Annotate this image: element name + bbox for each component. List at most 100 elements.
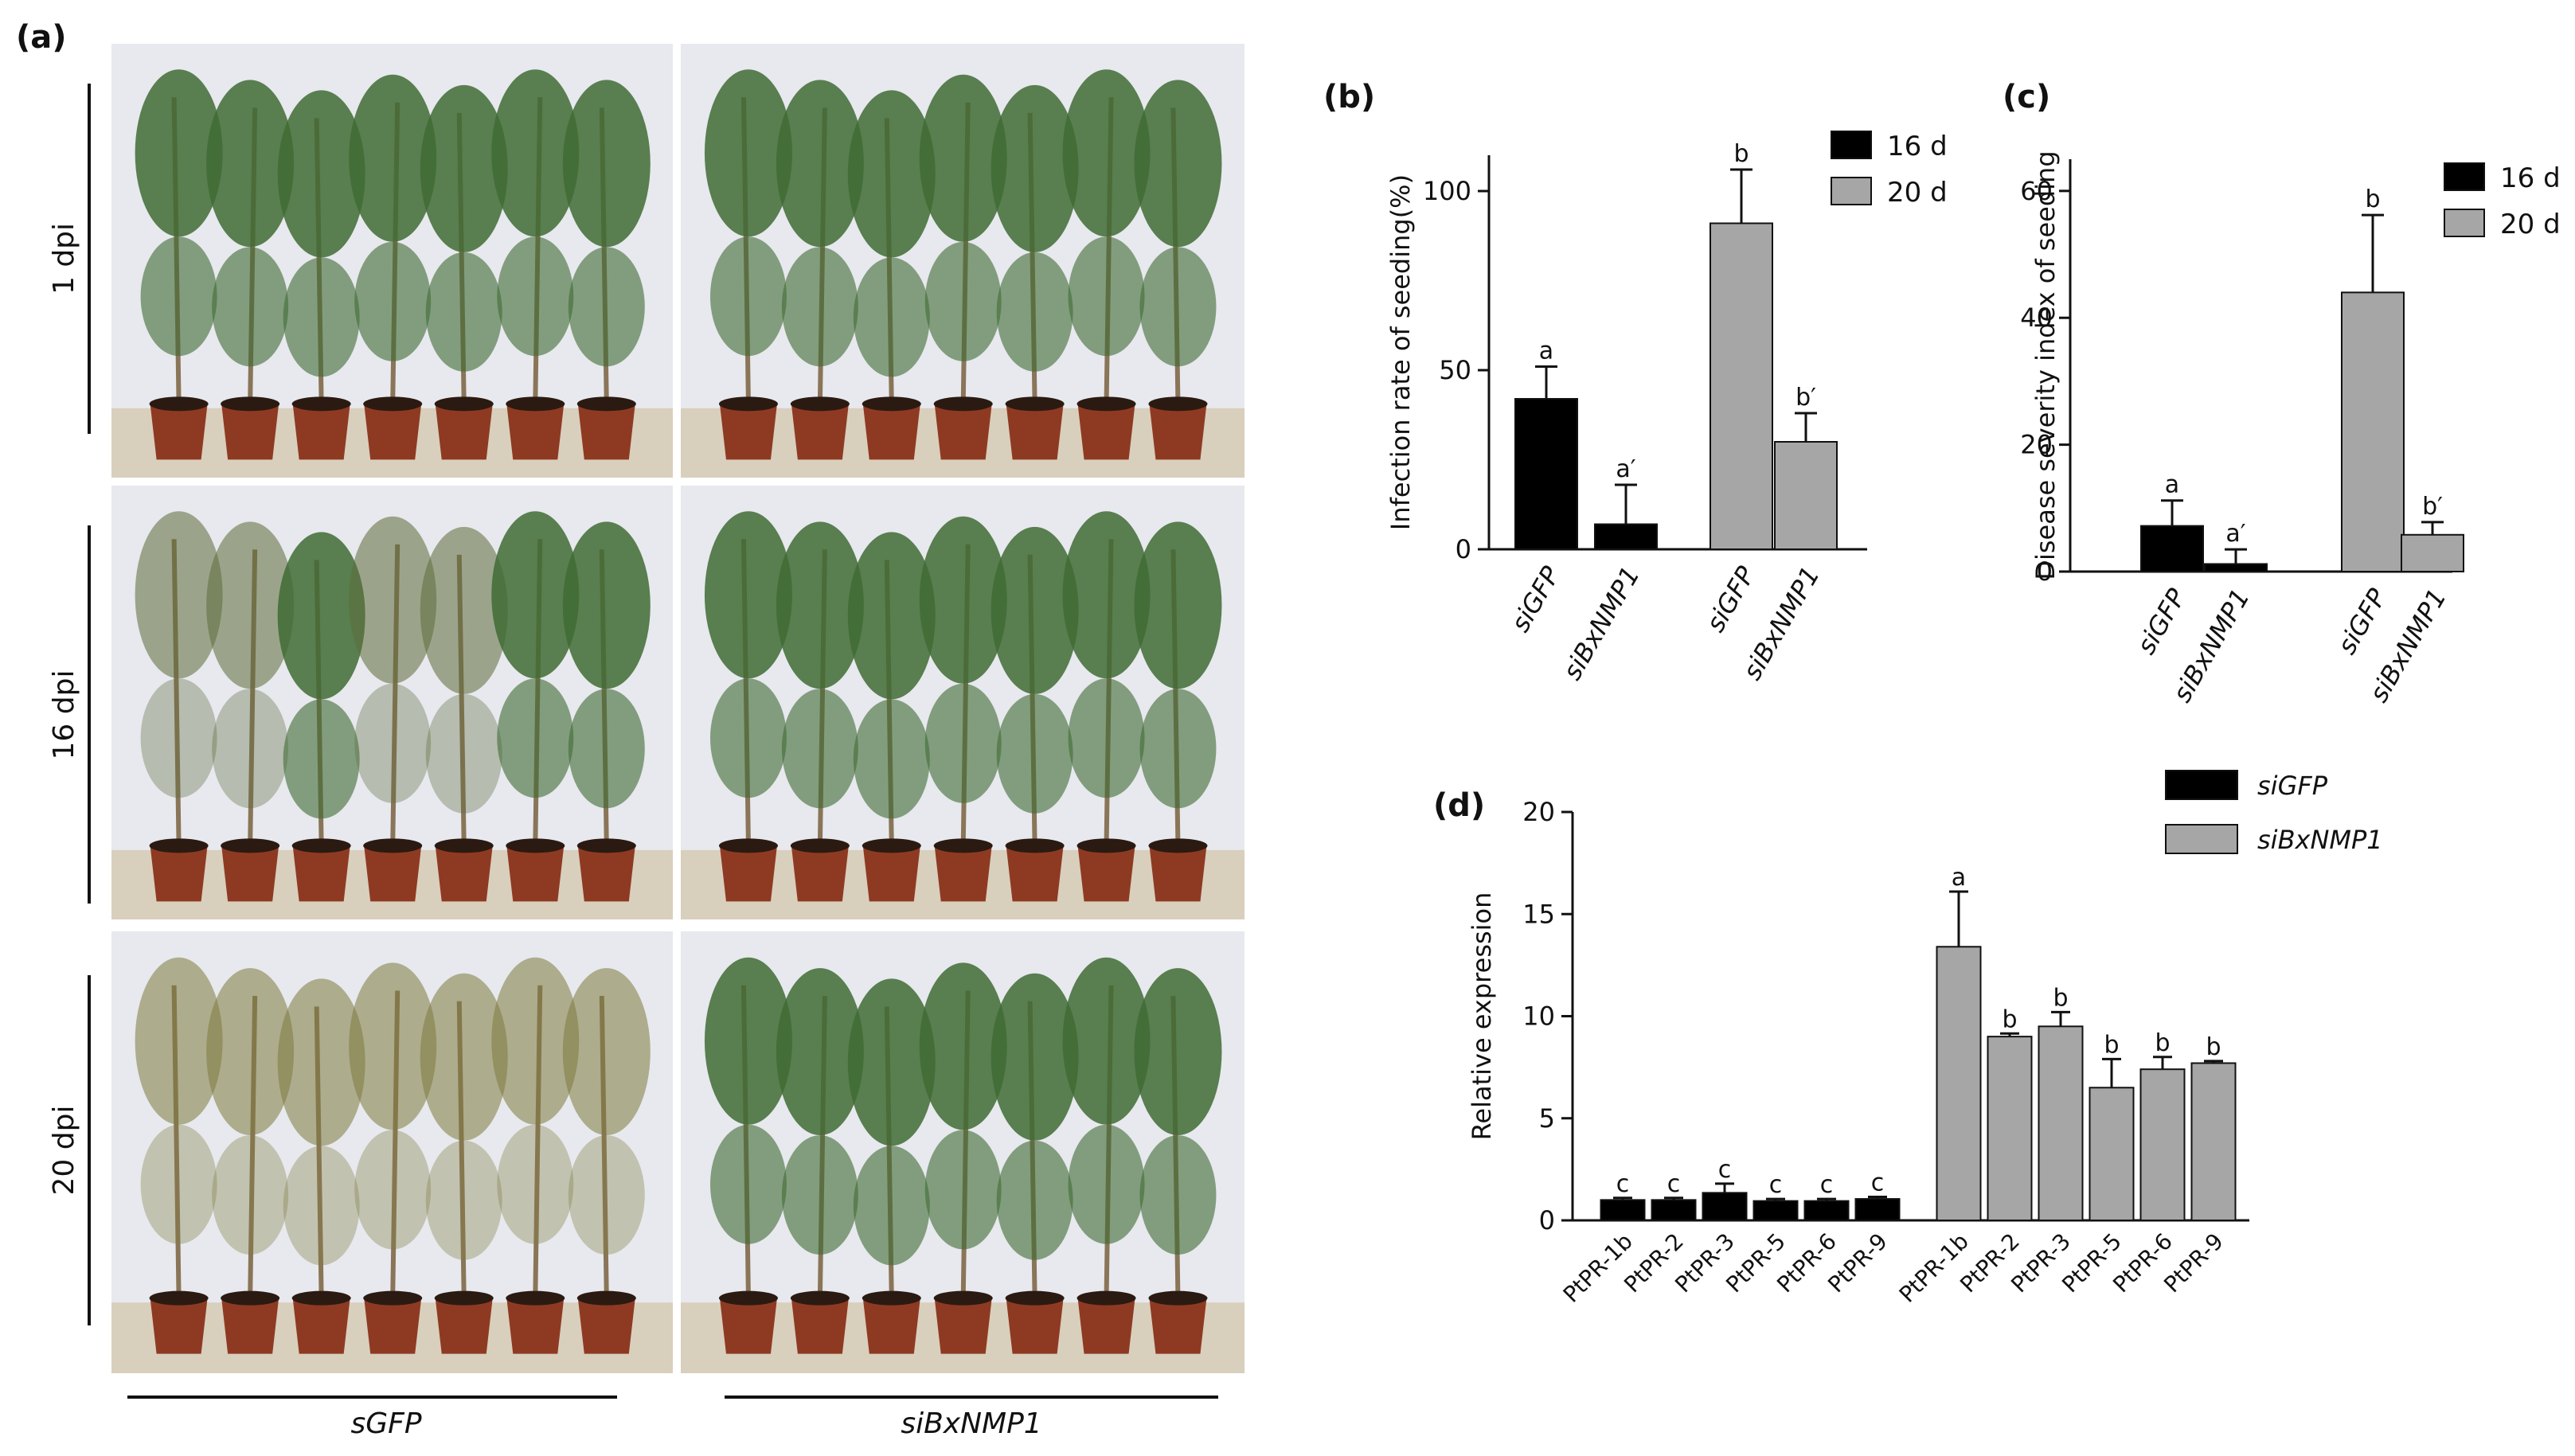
seedling-crown (704, 957, 792, 1125)
pot-rim (862, 1290, 921, 1306)
y-tick-label: 60 (2020, 176, 2053, 206)
seedling-needles (996, 1140, 1073, 1260)
pot-rim (1148, 396, 1208, 412)
seedling-needles (140, 678, 217, 798)
seedling-crown (206, 968, 295, 1136)
plant-pot (862, 1298, 920, 1354)
x-tick-label: siGFP (1700, 560, 1761, 637)
seedling-crown (704, 69, 792, 237)
pot-rim (363, 396, 423, 412)
significance-label: b′ (1795, 384, 1816, 412)
bar (2190, 1062, 2237, 1221)
pot-rim (221, 396, 280, 412)
row-label-16dpi: 16 dpi (48, 670, 80, 760)
pot-rim (221, 1290, 280, 1306)
pot-rim (434, 1290, 494, 1306)
seedling-needles (212, 689, 289, 809)
plant-pot (435, 1298, 493, 1354)
plant-pot (150, 1298, 208, 1354)
seedling-crown (1062, 69, 1151, 237)
pot-rim (1005, 1290, 1065, 1306)
seedling-crown (277, 532, 365, 700)
seedling-crown (1134, 80, 1222, 248)
legend-swatch (2165, 770, 2238, 800)
significance-label: c (1871, 1169, 1885, 1197)
pot-rim (790, 838, 850, 853)
seedling-needles (781, 1135, 858, 1255)
significance-label: c (1769, 1171, 1783, 1199)
seedling-needles (354, 241, 432, 361)
pot-rim (291, 396, 351, 412)
seedling-crown (919, 962, 1007, 1130)
seedling-crown (562, 80, 651, 248)
row-label-1dpi: 1 dpi (48, 223, 80, 295)
seedling-crown (919, 74, 1007, 242)
seedling-needles (354, 1130, 432, 1250)
seedling-crown (847, 978, 936, 1146)
row-label-20dpi: 20 dpi (48, 1106, 80, 1196)
plant-pot (1077, 1298, 1135, 1354)
pot-rim (1076, 838, 1136, 853)
pot-rim (149, 838, 209, 853)
pot-rim (790, 1290, 850, 1306)
pot-rim (933, 838, 993, 853)
seedling-crown (420, 84, 508, 252)
seedling-needles (924, 683, 1002, 803)
seedling-crown (776, 521, 864, 689)
seedling-crown (206, 521, 295, 689)
plant-pot (1149, 845, 1207, 902)
pot-rim (718, 1290, 778, 1306)
pot-rim (291, 1290, 351, 1306)
x-tick-label: siGFP (2131, 583, 2192, 659)
seedling-crown (420, 526, 508, 694)
seedling-crown (1062, 511, 1151, 679)
panel-label-a: (a) (16, 19, 67, 56)
seedling-needles (283, 699, 360, 819)
significance-label: b (2365, 185, 2380, 213)
plant-pot (1006, 404, 1064, 460)
panel-label-b: (b) (1323, 79, 1375, 115)
seedling-crown (206, 80, 295, 248)
plant-pot (292, 845, 350, 902)
pot-rim (933, 1290, 993, 1306)
y-tick-label: 50 (1439, 355, 1471, 385)
plant-pot (364, 1298, 422, 1354)
plant-pot (791, 845, 849, 902)
plant-pot (719, 404, 777, 460)
plant-pot (364, 404, 422, 460)
seedling-crown (847, 532, 936, 700)
seedling-crown (776, 968, 864, 1136)
seedling-needles (924, 241, 1002, 361)
seedling-needles (781, 247, 858, 367)
plant-pot (577, 404, 635, 460)
seedling-crown (1134, 968, 1222, 1136)
seedling-crown (135, 511, 223, 679)
seedling-crown (349, 962, 437, 1130)
pot-rim (1148, 1290, 1208, 1306)
legend-swatch (1831, 177, 1872, 205)
seedling-crown (1062, 957, 1151, 1125)
bar (1854, 1198, 1901, 1222)
plant-pot (435, 404, 493, 460)
y-tick-label: 0 (2037, 556, 2053, 587)
seedling-crown (349, 74, 437, 242)
plant-pot (221, 404, 279, 460)
y-tick-label: 20 (2020, 430, 2053, 460)
plant-pot (292, 404, 350, 460)
significance-label: b (2155, 1029, 2170, 1057)
pot-rim (862, 396, 921, 412)
seedling-crown (135, 69, 223, 237)
seedling-crown (562, 968, 651, 1136)
significance-label: b (2053, 984, 2068, 1012)
significance-label: c (1820, 1171, 1834, 1199)
legend-swatch (2444, 209, 2485, 237)
y-tick-label: 0 (1539, 1205, 1555, 1235)
y-tick-label: 100 (1423, 176, 1471, 206)
legend-swatch (2165, 824, 2238, 854)
seedling-needles (1139, 689, 1217, 809)
plant-pot (862, 845, 920, 902)
bar (2401, 533, 2464, 572)
seedling-needles (709, 678, 787, 798)
